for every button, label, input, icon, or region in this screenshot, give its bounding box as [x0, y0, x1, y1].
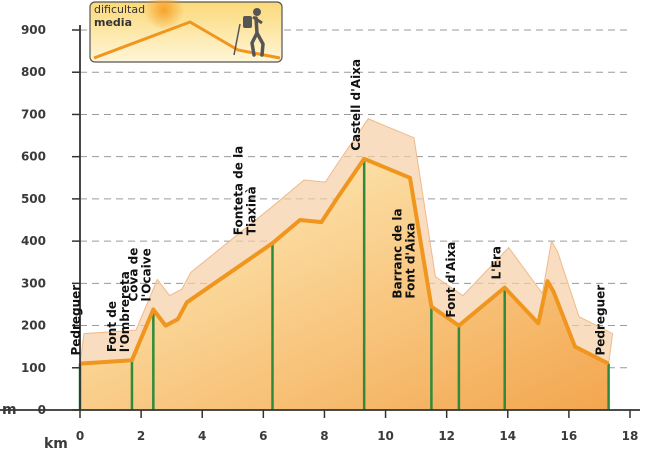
y-tick-label: 300	[21, 276, 46, 290]
waypoint-label: Fonteta de laTiaxinà	[232, 146, 259, 236]
waypoint-label: Pedreguer	[594, 285, 608, 356]
x-tick-label: 12	[438, 429, 455, 443]
waypoint-label: Pedreguer	[69, 285, 83, 356]
y-tick-label: 100	[21, 361, 46, 375]
y-tick-label: 500	[21, 192, 46, 206]
y-tick-label: 800	[21, 65, 46, 79]
elevation-line-path	[79, 156, 610, 366]
x-tick-label: 6	[259, 429, 267, 443]
x-tick-label: 16	[561, 429, 578, 443]
y-tick-label: 400	[21, 234, 46, 248]
difficulty-badge: dificultad media	[89, 0, 283, 63]
waypoint-markers	[78, 158, 610, 410]
waypoint-label: Cova del'Ocaive	[126, 248, 153, 302]
x-tick-label: 2	[137, 429, 145, 443]
badge-line2: media	[94, 16, 132, 29]
waypoint-label: Castell d'Aixa	[349, 59, 363, 151]
sun-icon	[144, 0, 184, 30]
waypoint-label: Font d'Aixa	[444, 242, 458, 318]
y-tick-label: 600	[21, 150, 46, 164]
x-tick-label: 14	[499, 429, 516, 443]
y-axis-label: m	[2, 402, 17, 418]
badge-line1: dificultad	[94, 3, 145, 16]
x-tick-label: 18	[622, 429, 639, 443]
x-tick-label: 8	[320, 429, 328, 443]
elevation-area	[80, 158, 609, 410]
y-tick-label: 700	[21, 107, 46, 121]
x-tick-label: 0	[76, 429, 84, 443]
waypoint-label: Font del'Ombrereta	[105, 271, 132, 352]
y-tick-label: 900	[21, 23, 46, 37]
y-tick-label: 200	[21, 319, 46, 333]
x-tick-label: 10	[377, 429, 394, 443]
x-axis-label: km	[44, 436, 68, 450]
elevation-fill	[80, 158, 609, 410]
elevation-line	[79, 156, 610, 366]
mountain-icon	[93, 20, 281, 60]
waypoint-label: Barranc de laFont d'Aixa	[390, 208, 417, 298]
waypoint-label: L'Era	[490, 246, 504, 280]
x-tick-label: 4	[198, 429, 206, 443]
hiker-icon	[233, 8, 265, 57]
